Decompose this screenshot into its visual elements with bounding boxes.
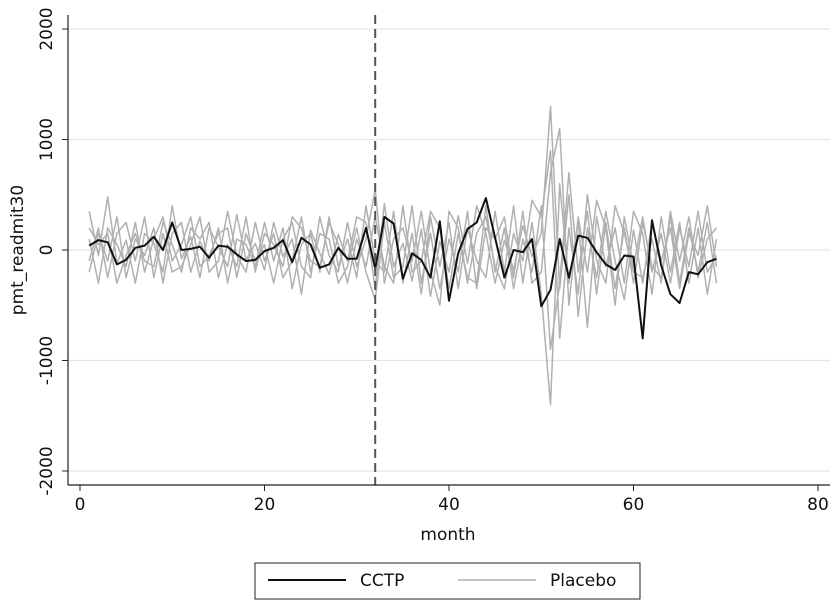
x-tick-label: 80 [807,495,829,515]
x-tick-label: 40 [438,495,460,515]
y-axis-label: pmt_readmit30 [8,185,28,315]
x-tick-label: 20 [254,495,276,515]
legend-label: CCTP [360,571,404,591]
placebo-line [88,105,718,318]
y-tick-label: -1000 [37,336,57,385]
plot-area [68,15,830,485]
placebo-line [88,127,718,306]
x-tick-label: 0 [75,495,86,515]
x-axis-label: month [420,525,475,545]
placebo-line [88,171,718,351]
y-tick-label: 1000 [37,118,57,161]
series-line [88,197,717,340]
legend-label: Placebo [550,571,616,591]
y-tick-label: -2000 [37,446,57,495]
x-tick-label: 60 [623,495,645,515]
placebo-line [88,182,718,406]
y-tick-label: 2000 [37,7,57,50]
y-tick-label: 0 [37,245,57,256]
legend-box [254,562,641,600]
